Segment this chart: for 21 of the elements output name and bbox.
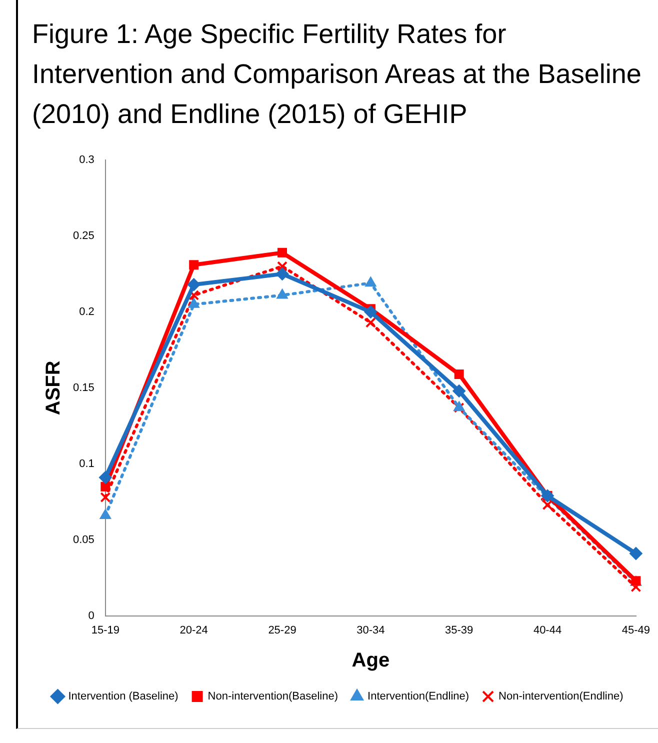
legend-label: Intervention (Baseline) [68,690,178,703]
y-tick-label: 0.15 [72,382,94,394]
y-tick-label: 0.3 [79,154,94,166]
x-tick-label: 45-49 [622,624,650,636]
y-tick-label: 0.25 [72,230,94,242]
y-tick-label: 0.1 [79,458,94,470]
legend-label: Non-intervention(Baseline) [208,690,338,703]
x-axis-title: Age [352,650,390,672]
legend-label: Non-intervention(Endline) [498,690,624,703]
y-tick-label: 0.05 [72,534,94,546]
legend-label: Intervention(Endline) [368,690,470,703]
chart-title: Figure 1: Age Specific Fertility Rates for Intervention and Comparison Areas at the Baseline (2010) and Endline (2015) of GEHIP [32,18,642,131]
x-tick-label: 15-19 [91,624,120,636]
x-tick-label: 25-29 [268,624,296,636]
x-tick-label: 20-24 [180,624,208,636]
x-tick-label: 35-39 [445,624,474,636]
x-tick-label: 30-34 [356,624,385,636]
y-tick-label: 0.2 [79,306,94,318]
y-tick-label: 0 [88,610,94,622]
y-axis-title: ASFR [42,360,65,416]
x-tick-label: 40-44 [533,624,562,636]
